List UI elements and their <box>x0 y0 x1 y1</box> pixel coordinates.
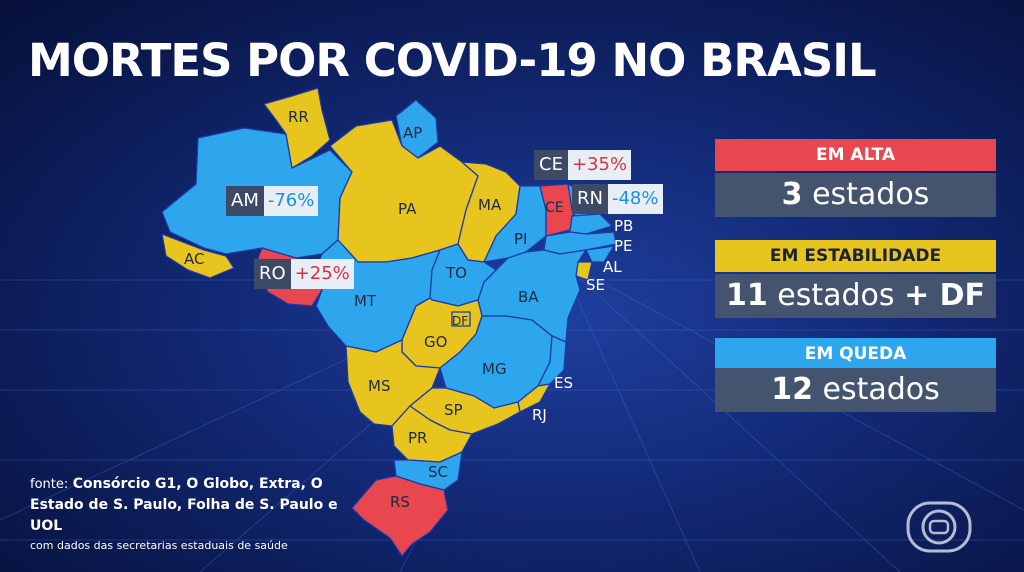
state-df <box>451 311 471 327</box>
label-df: DF <box>452 314 468 328</box>
label-al: AL <box>603 258 622 276</box>
globo-logo-icon <box>906 501 972 553</box>
legend-alta-label: EM ALTA <box>815 145 896 165</box>
label-to: TO <box>445 264 467 282</box>
label-ma: MA <box>478 196 502 214</box>
legend-estabilidade-box: 11 estados + DF <box>715 274 996 318</box>
state-pr <box>391 405 473 463</box>
page-title: MORTES POR COVID-19 NO BRASIL <box>28 34 877 87</box>
source-text: Consórcio G1, O Globo, Extra, O Estado d… <box>30 476 338 534</box>
legend-alta-header: EM ALTA <box>715 139 996 171</box>
state-al <box>585 245 615 263</box>
label-sp: SP <box>444 401 463 419</box>
state-rr <box>263 87 331 169</box>
callout-ro-value: +25% <box>290 259 354 289</box>
state-ac <box>161 233 235 279</box>
label-sc: SC <box>428 463 448 481</box>
state-pb <box>569 213 613 235</box>
state-to <box>429 243 497 307</box>
label-pr: PR <box>408 429 427 447</box>
label-es: ES <box>554 374 573 392</box>
callout-am-code: AM <box>226 186 264 216</box>
callout-rn-value: -48% <box>607 184 663 214</box>
legend-estabilidade-header: EM ESTABILIDADE <box>715 240 996 272</box>
callout-ro: RO +25% <box>254 259 354 289</box>
source-label: fonte: <box>30 477 69 492</box>
legend-queda-header: EM QUEDA <box>715 338 996 370</box>
legend-estabilidade-count: 11 <box>725 278 768 313</box>
label-se: SE <box>586 276 605 294</box>
callout-ce: CE +35% <box>534 150 632 180</box>
label-ms: MS <box>368 377 390 395</box>
legend-queda-box: 12 estados <box>715 368 996 412</box>
label-mg: MG <box>482 360 507 378</box>
legend-estabilidade-suffix: + DF <box>904 278 986 313</box>
source-note: com dados das secretarias estaduais de s… <box>30 539 288 552</box>
label-ap: AP <box>403 124 422 142</box>
callout-rn-code: RN <box>572 184 608 214</box>
legend-alta-unit: estados <box>812 177 930 212</box>
legend-alta-box: 3 estados <box>715 173 996 217</box>
label-pa: PA <box>398 200 417 218</box>
label-rs: RS <box>390 493 410 511</box>
source-credit: fonte: Consórcio G1, O Globo, Extra, O E… <box>30 474 350 537</box>
callout-am-value: -76% <box>263 186 319 216</box>
label-mt: MT <box>354 292 377 310</box>
label-rj: RJ <box>532 406 547 424</box>
legend-queda-unit: estados <box>822 372 940 407</box>
label-rr: RR <box>288 108 309 126</box>
legend-queda-label: EM QUEDA <box>804 344 907 364</box>
label-ac: AC <box>184 250 204 268</box>
legend-estabilidade-unit: estados <box>777 278 895 313</box>
label-pe: PE <box>614 237 633 255</box>
callout-ce-code: CE <box>534 150 568 180</box>
callout-ro-code: RO <box>254 259 291 289</box>
label-ba: BA <box>518 288 539 306</box>
label-go: GO <box>424 333 447 351</box>
callout-rn: RN -48% <box>572 184 663 214</box>
state-rs <box>351 475 449 557</box>
callout-ce-value: +35% <box>567 150 632 180</box>
label-pb: PB <box>614 217 633 235</box>
legend-alta-count: 3 <box>781 177 803 212</box>
legend-estabilidade-label: EM ESTABILIDADE <box>769 246 942 266</box>
label-ce: CE <box>545 200 564 216</box>
callout-am: AM -76% <box>226 186 319 216</box>
legend-queda-count: 12 <box>771 372 813 407</box>
label-pi: PI <box>514 230 527 248</box>
